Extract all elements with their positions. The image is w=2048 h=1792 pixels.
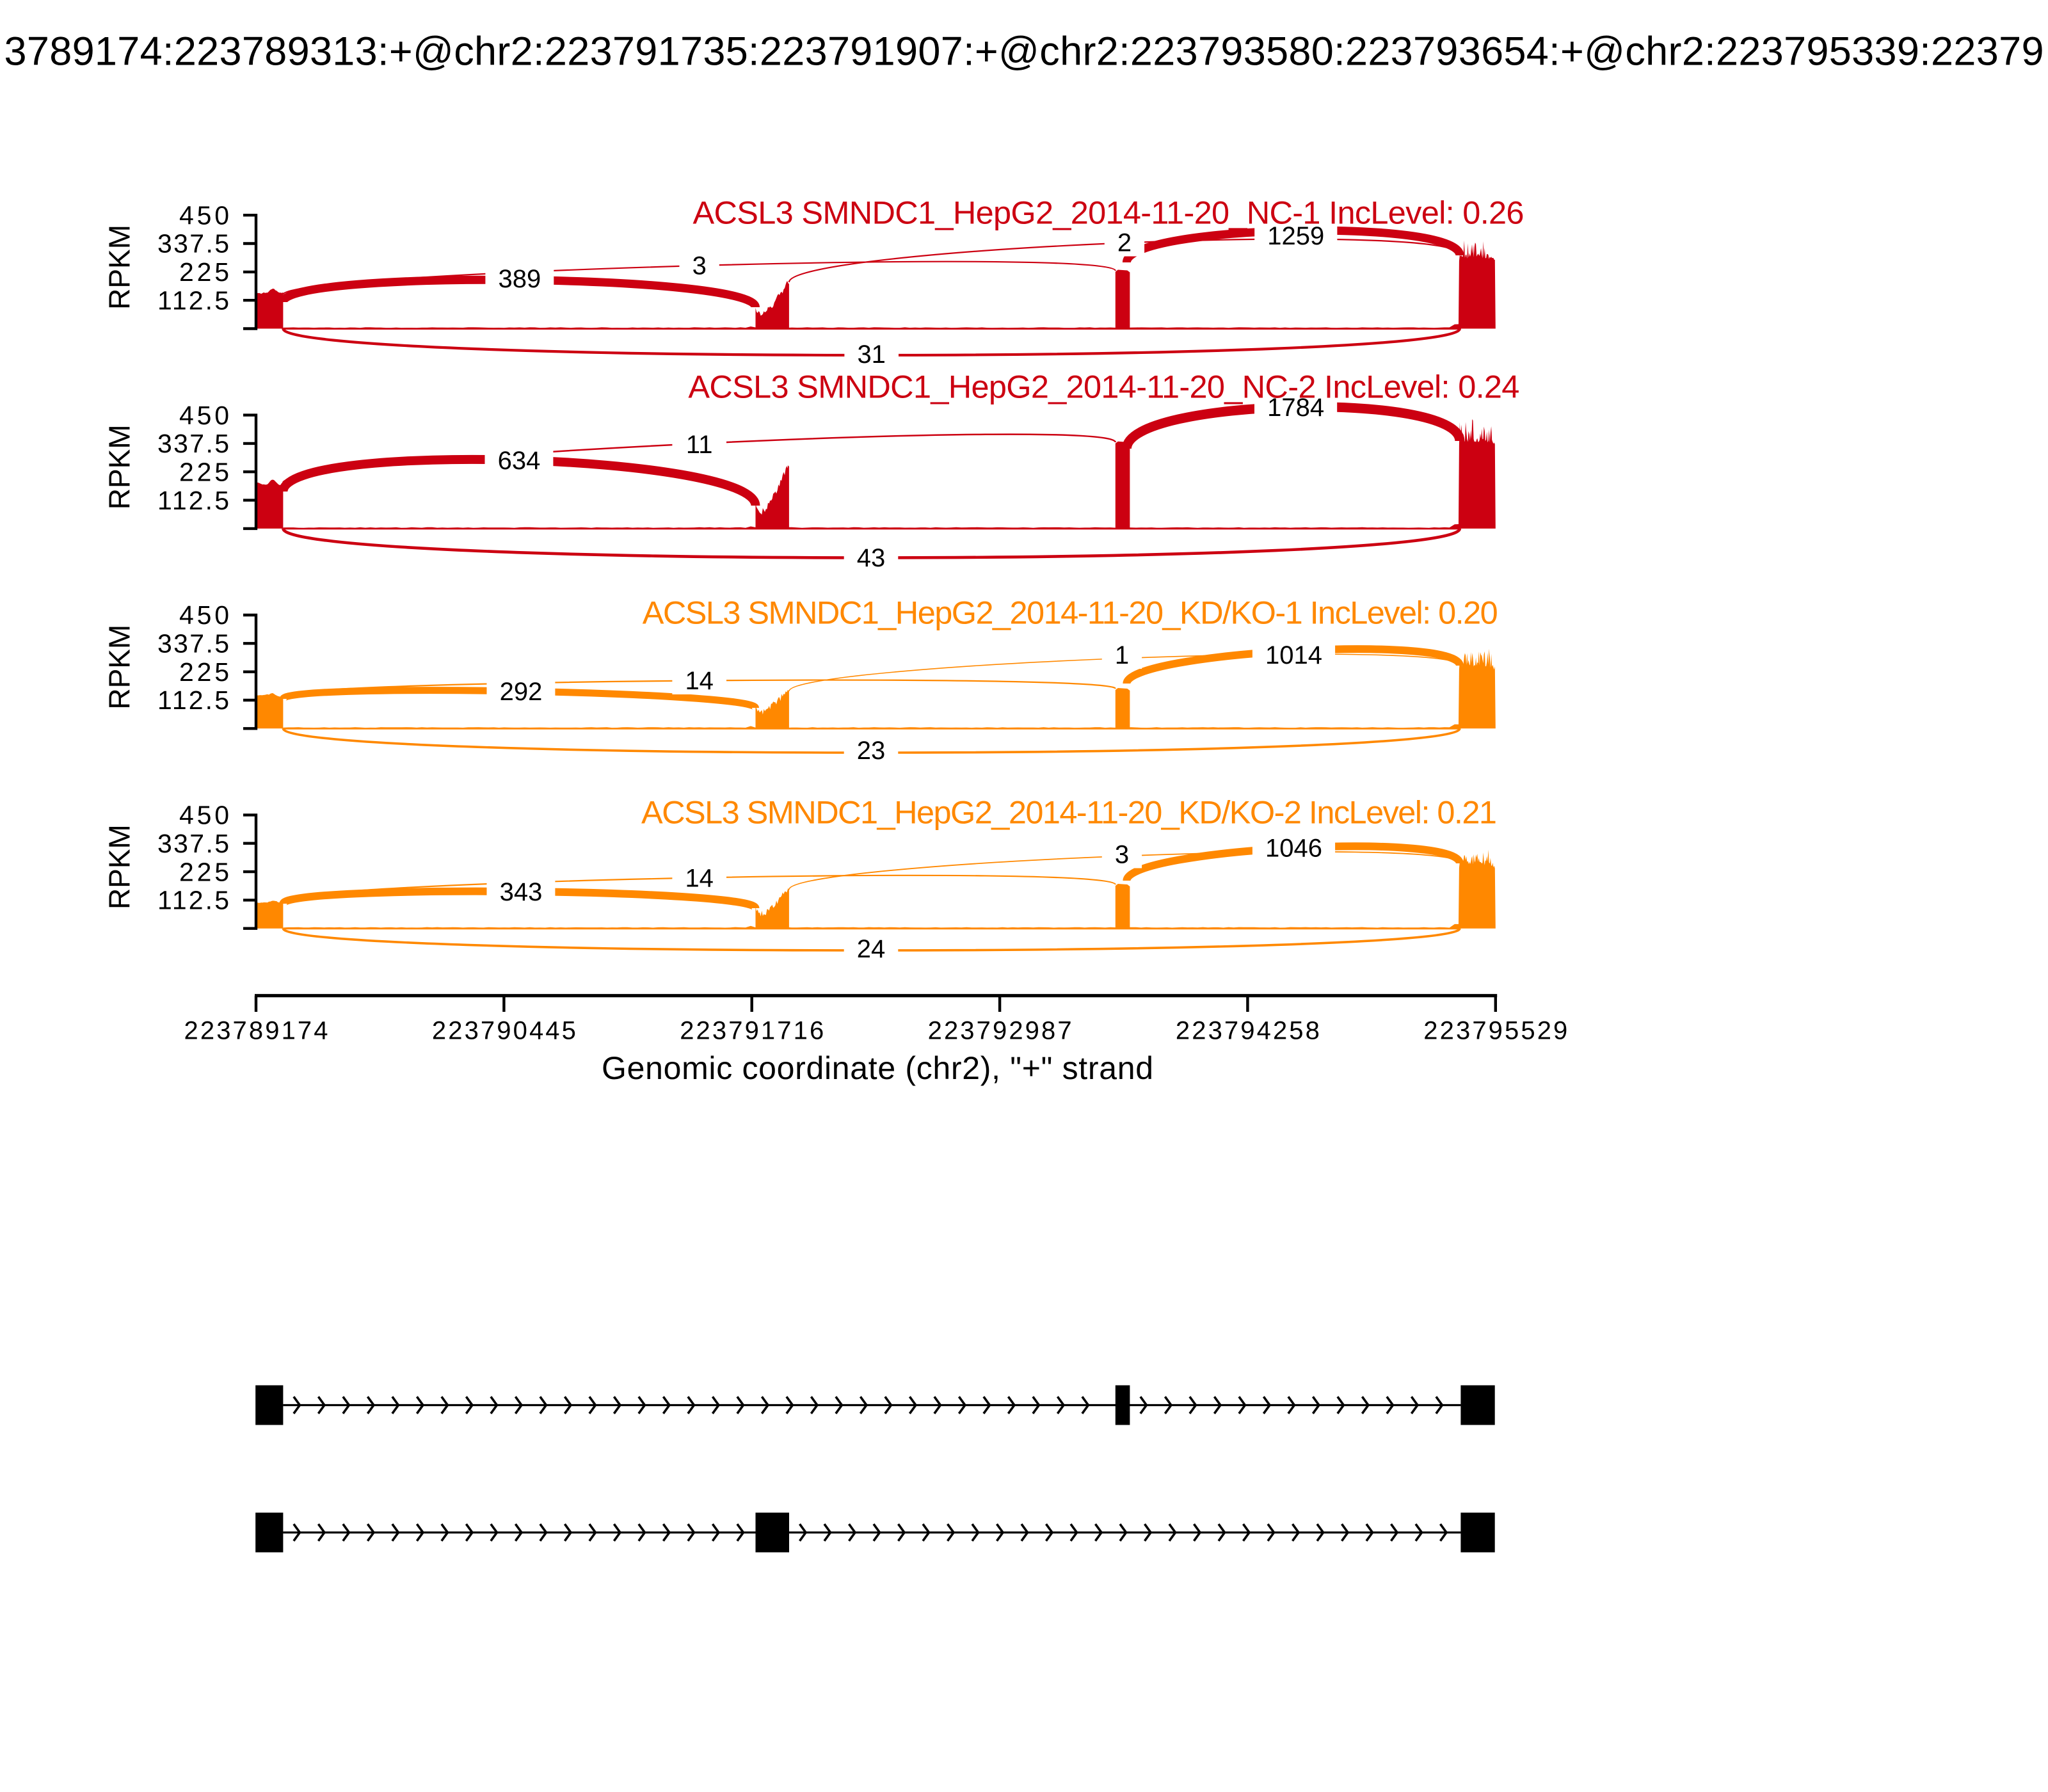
- svg-text:223790445: 223790445: [432, 1017, 576, 1045]
- svg-text:Genomic coordinate (chr2), "+": Genomic coordinate (chr2), "+" strand: [602, 1050, 1153, 1086]
- svg-text:1046: 1046: [1265, 835, 1322, 863]
- svg-text:292: 292: [500, 678, 543, 706]
- svg-text:450: 450: [179, 600, 229, 630]
- svg-text:ACSL3 SMNDC1_HepG2_2014-11-20_: ACSL3 SMNDC1_HepG2_2014-11-20_KD/KO-1 In…: [643, 595, 1498, 631]
- svg-text:11: 11: [686, 431, 713, 459]
- svg-text:337.5: 337.5: [157, 229, 229, 259]
- svg-text:RPKM: RPKM: [103, 625, 136, 710]
- svg-text:223795529: 223795529: [1423, 1017, 1567, 1045]
- svg-text:RPKM: RPKM: [103, 824, 136, 909]
- svg-text:225: 225: [179, 458, 229, 487]
- svg-text:450: 450: [179, 401, 229, 430]
- svg-text:2: 2: [1117, 229, 1132, 257]
- svg-text:634: 634: [498, 447, 541, 475]
- svg-text:223789174: 223789174: [184, 1017, 328, 1045]
- svg-text:225: 225: [179, 257, 229, 287]
- svg-text:1784: 1784: [1267, 394, 1324, 422]
- svg-text:223791716: 223791716: [680, 1017, 824, 1045]
- svg-text:31: 31: [857, 340, 886, 369]
- svg-text:43: 43: [857, 544, 886, 572]
- svg-text:225: 225: [179, 657, 229, 687]
- svg-text:3789174:223789313:+@chr2:22379: 3789174:223789313:+@chr2:223791735:22379…: [4, 29, 2044, 74]
- svg-text:14: 14: [685, 667, 714, 695]
- svg-text:112.5: 112.5: [157, 685, 229, 715]
- svg-text:ACSL3 SMNDC1_HepG2_2014-11-20_: ACSL3 SMNDC1_HepG2_2014-11-20_NC-2 IncLe…: [688, 369, 1519, 405]
- svg-text:1: 1: [1115, 641, 1129, 669]
- svg-text:223792987: 223792987: [928, 1017, 1072, 1045]
- svg-text:14: 14: [685, 864, 714, 892]
- svg-text:450: 450: [179, 200, 229, 230]
- svg-text:3: 3: [692, 252, 707, 280]
- svg-text:112.5: 112.5: [157, 285, 229, 315]
- svg-text:3: 3: [1115, 841, 1129, 869]
- svg-text:389: 389: [499, 265, 541, 293]
- svg-text:ACSL3 SMNDC1_HepG2_2014-11-20_: ACSL3 SMNDC1_HepG2_2014-11-20_NC-1 IncLe…: [693, 195, 1524, 231]
- svg-text:223794258: 223794258: [1176, 1017, 1320, 1045]
- svg-text:337.5: 337.5: [157, 629, 229, 659]
- svg-text:RPKM: RPKM: [103, 225, 136, 310]
- svg-text:112.5: 112.5: [157, 886, 229, 915]
- svg-text:112.5: 112.5: [157, 486, 229, 515]
- svg-text:RPKM: RPKM: [103, 424, 136, 509]
- svg-text:343: 343: [500, 878, 543, 906]
- svg-text:24: 24: [857, 935, 886, 963]
- svg-text:ACSL3 SMNDC1_HepG2_2014-11-20_: ACSL3 SMNDC1_HepG2_2014-11-20_KD/KO-2 In…: [641, 794, 1497, 830]
- svg-text:225: 225: [179, 857, 229, 886]
- svg-text:23: 23: [857, 737, 886, 765]
- svg-text:1259: 1259: [1267, 222, 1324, 250]
- svg-text:337.5: 337.5: [157, 829, 229, 858]
- svg-text:1014: 1014: [1265, 641, 1322, 669]
- svg-text:337.5: 337.5: [157, 429, 229, 458]
- svg-text:450: 450: [179, 801, 229, 830]
